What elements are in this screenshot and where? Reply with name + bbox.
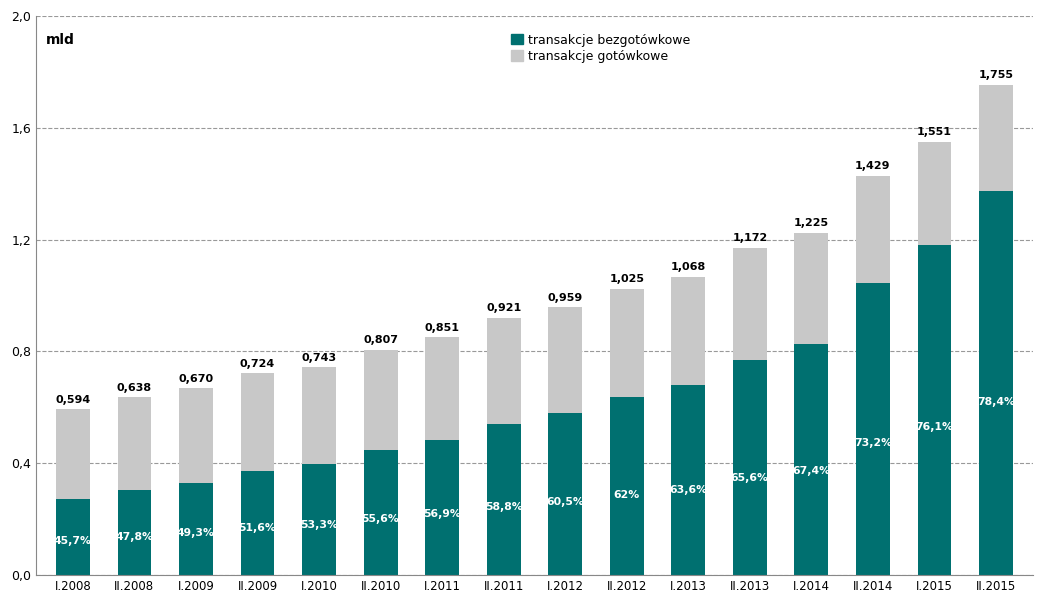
Bar xyxy=(979,190,1013,575)
Text: 1,429: 1,429 xyxy=(855,161,891,172)
Bar xyxy=(979,85,1013,190)
Bar xyxy=(363,350,398,449)
Bar xyxy=(856,283,889,575)
Text: 65,6%: 65,6% xyxy=(731,474,768,483)
Bar xyxy=(794,344,828,575)
Text: 58,8%: 58,8% xyxy=(484,502,523,512)
Bar xyxy=(180,388,213,483)
Bar xyxy=(548,413,583,575)
Bar xyxy=(610,397,644,575)
Text: 1,172: 1,172 xyxy=(732,233,767,243)
Bar xyxy=(302,464,336,575)
Text: 1,025: 1,025 xyxy=(610,274,644,284)
Text: 73,2%: 73,2% xyxy=(854,439,892,449)
Text: 1,068: 1,068 xyxy=(670,262,706,272)
Bar xyxy=(56,499,90,575)
Text: 0,638: 0,638 xyxy=(117,382,152,393)
Text: 1,755: 1,755 xyxy=(978,71,1014,80)
Text: 49,3%: 49,3% xyxy=(177,528,215,539)
Bar xyxy=(302,367,336,464)
Bar xyxy=(118,397,151,490)
Text: 56,9%: 56,9% xyxy=(423,509,461,519)
Bar xyxy=(610,289,644,397)
Bar xyxy=(56,409,90,499)
Text: 0,851: 0,851 xyxy=(425,323,459,333)
Bar xyxy=(671,385,705,575)
Text: 0,724: 0,724 xyxy=(240,359,276,368)
Bar xyxy=(240,471,275,575)
Text: 0,670: 0,670 xyxy=(179,374,214,384)
Text: 63,6%: 63,6% xyxy=(669,484,708,495)
Text: 53,3%: 53,3% xyxy=(300,520,338,530)
Bar xyxy=(487,318,521,423)
Bar xyxy=(918,245,951,575)
Text: 76,1%: 76,1% xyxy=(916,422,953,432)
Text: 0,959: 0,959 xyxy=(547,293,583,303)
Text: 45,7%: 45,7% xyxy=(54,536,92,546)
Text: 0,594: 0,594 xyxy=(55,395,91,405)
Text: 55,6%: 55,6% xyxy=(361,513,400,524)
Bar xyxy=(733,360,766,575)
Text: mld: mld xyxy=(46,33,75,47)
Bar xyxy=(548,307,583,413)
Bar xyxy=(794,233,828,344)
Bar xyxy=(425,440,459,575)
Bar xyxy=(425,337,459,440)
Bar xyxy=(363,449,398,575)
Bar xyxy=(487,423,521,575)
Bar xyxy=(733,248,766,360)
Text: 62%: 62% xyxy=(614,490,640,500)
Legend: transakcje bezgotówkowe, transakcje gotówkowe: transakcje bezgotówkowe, transakcje gotó… xyxy=(511,34,690,63)
Text: 60,5%: 60,5% xyxy=(546,497,585,507)
Text: 51,6%: 51,6% xyxy=(239,523,277,533)
Text: 1,225: 1,225 xyxy=(793,219,829,228)
Bar xyxy=(240,373,275,471)
Text: 47,8%: 47,8% xyxy=(116,532,153,542)
Bar xyxy=(671,277,705,385)
Bar xyxy=(118,490,151,575)
Text: 1,551: 1,551 xyxy=(917,127,952,137)
Text: 0,807: 0,807 xyxy=(363,335,398,345)
Text: 0,921: 0,921 xyxy=(487,303,521,313)
Text: 78,4%: 78,4% xyxy=(977,397,1015,407)
Text: 67,4%: 67,4% xyxy=(792,466,830,476)
Text: 0,743: 0,743 xyxy=(302,353,336,363)
Bar xyxy=(180,483,213,575)
Bar xyxy=(856,176,889,283)
Bar xyxy=(918,141,951,245)
